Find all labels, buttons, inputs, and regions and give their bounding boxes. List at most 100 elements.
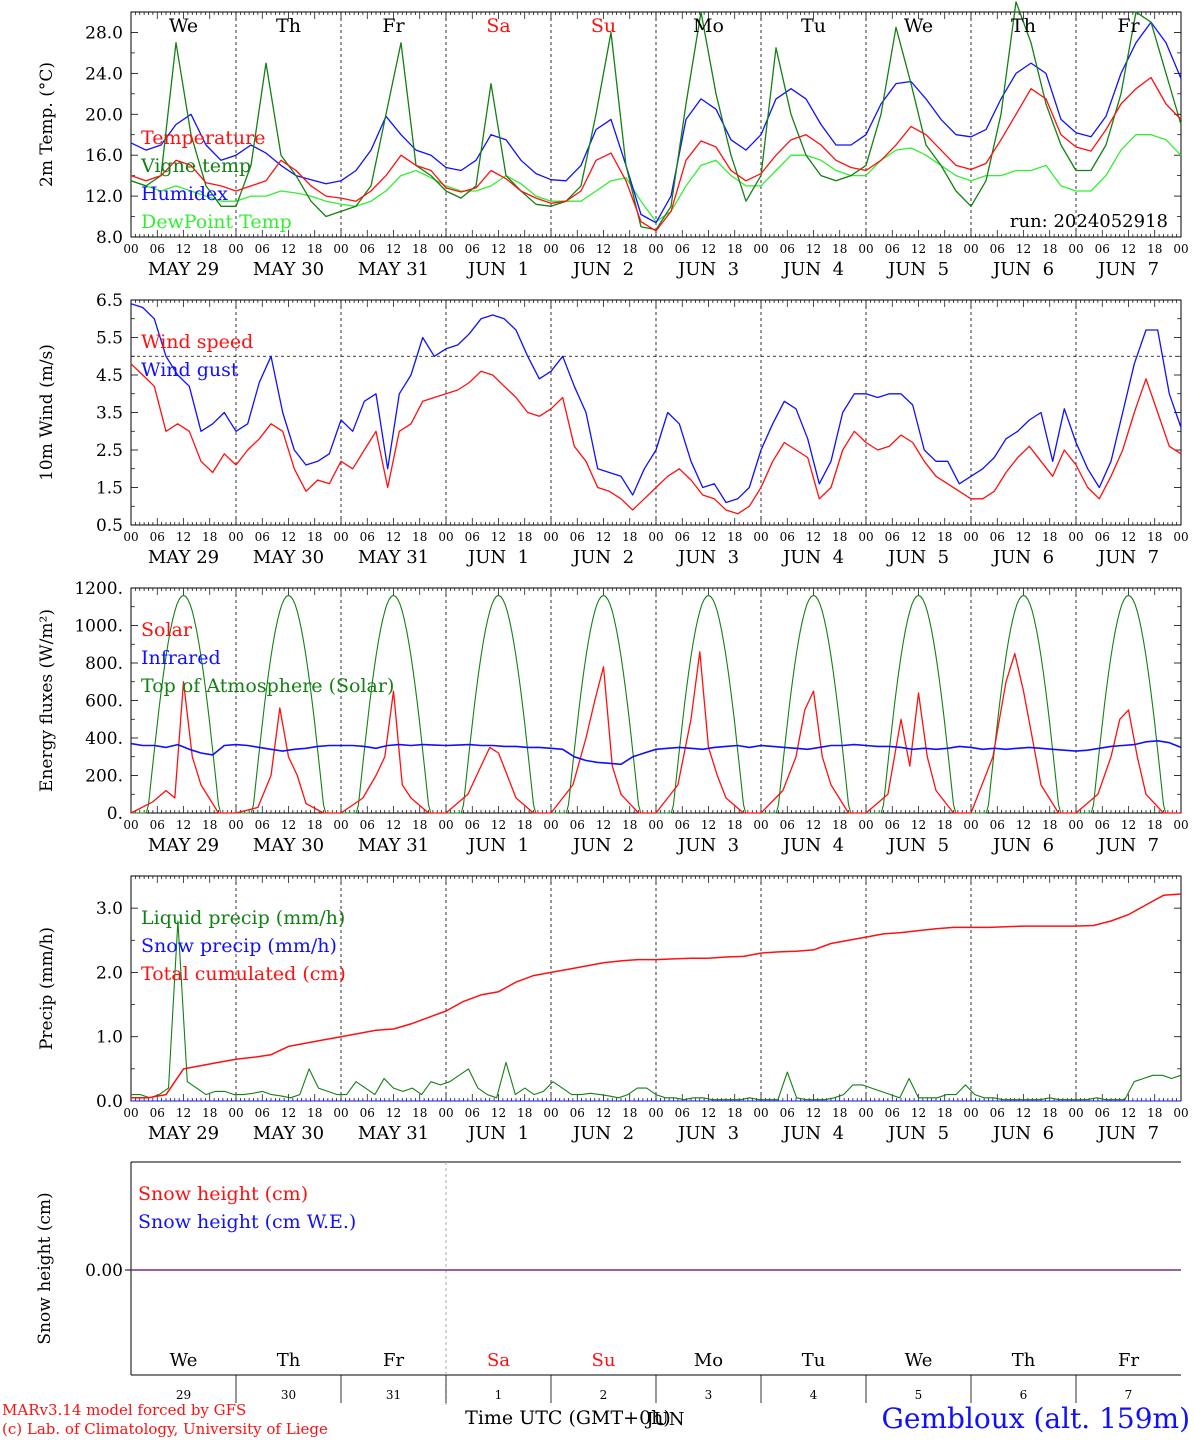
panel-1-hour-label: 12 [596,530,611,544]
panel-1-hour-label: 06 [675,530,690,544]
panel-1-date-label: JUN 2 [571,547,634,568]
panel-2-date-label: JUN 3 [676,835,739,856]
panel-3-legend-liquid-precip-mm-h-: Liquid precip (mm/h) [141,907,345,929]
panel-3-hour-label: 12 [911,1106,926,1120]
panel-2-hour-label: 00 [228,818,243,832]
panel-0-ytick-label: 8.0 [96,228,123,248]
series-solar [130,651,1181,814]
panel-0-date-label: JUN 3 [676,259,739,280]
panel-0-legend-humidex: Humidex [141,183,228,205]
panel-3-hour-label: 00 [333,1106,348,1120]
panel-1-ytick-label: 4.5 [96,366,123,386]
panel-2-legend-top-of-atmosphere-solar-: Top of Atmosphere (Solar) [141,675,394,697]
panel-1-ytick-label: 6.5 [96,291,123,311]
panel-0-date-label: JUN 5 [886,259,949,280]
panel-2-hour-label: 12 [386,818,401,832]
panel-2-hour-label: 00 [123,818,138,832]
panel-2-hour-label: 00 [753,818,768,832]
panel-1-hour-label: 06 [150,530,165,544]
panel-2-hour-label: 06 [885,818,900,832]
panel-1-hour-label: 12 [176,530,191,544]
panel-2-date-label: JUN 6 [991,835,1054,856]
panel-3-hour-label: 18 [832,1106,847,1120]
panel-4-weekday-label: We [905,1350,933,1371]
panel-0-hour-label: 18 [307,242,322,256]
panel-0-hour-label: 12 [1016,242,1031,256]
panel-2-hour-label: 18 [1042,818,1057,832]
panel-1-hour-label: 00 [228,530,243,544]
panel-3-hour-label: 00 [543,1106,558,1120]
panel-1-hour-label: 12 [386,530,401,544]
panel-0-date-label: MAY 31 [358,259,429,280]
panel-0-ytick-label: 16.0 [85,146,123,166]
panel-0-hour-label: 06 [1095,242,1110,256]
panel-2-hour-label: 18 [517,818,532,832]
panel-2-ytick-label: 600. [85,692,123,712]
panel-2-ylabel: Energy fluxes (W/m²) [37,609,57,792]
panel-0-hour-label: 00 [438,242,453,256]
panel-0-ytick-label: 24.0 [85,64,123,84]
panel-3-hour-label: 12 [596,1106,611,1120]
panel-2-hour-label: 12 [1016,818,1031,832]
panel-3-hour-label: 06 [780,1106,795,1120]
panel-4-weekday-label: Fr [1118,1350,1139,1371]
panel-2-hour-label: 00 [438,818,453,832]
panel-3-date-label: JUN 4 [781,1123,844,1144]
series-temperature [130,76,1182,232]
panel-4-ytick-label: 0.00 [85,1261,123,1281]
panel-0-hour-label: 18 [517,242,532,256]
panel-0-hour-label: 12 [491,242,506,256]
panel-3-hour-label: 06 [360,1106,375,1120]
panel-0-legend-vigne-temp: Vigne temp [140,155,251,177]
panel-1-hour-label: 00 [1173,530,1188,544]
panel-3-date-label: JUN 3 [676,1123,739,1144]
run-label: run: 2024052918 [1010,211,1168,232]
weekday-label: We [904,15,933,37]
panel-3-hour-label: 06 [150,1106,165,1120]
panel-2-hour-label: 06 [675,818,690,832]
panel-2-hour-label: 00 [333,818,348,832]
panel-0-hour-label: 00 [1173,242,1188,256]
panel-2-hour-label: 18 [937,818,952,832]
panel-1-hour-label: 18 [307,530,322,544]
panel-3-hour-label: 18 [1042,1106,1057,1120]
panel-0-hour-label: 06 [885,242,900,256]
panel-1-hour-label: 06 [570,530,585,544]
panel-1-hour-label: 18 [1042,530,1057,544]
panel-3-hour-label: 06 [990,1106,1005,1120]
panel-3-date-label: MAY 30 [253,1123,324,1144]
panel-1-ylabel: 10m Wind (m/s) [37,344,57,481]
panel-2-hour-label: 06 [570,818,585,832]
panel-2-date-label: JUN 2 [571,835,634,856]
panel-1-legend-wind-speed: Wind speed [141,331,253,353]
panel-3-hour-label: 18 [622,1106,637,1120]
panel-3-hour-label: 06 [1095,1106,1110,1120]
weekday-label: Fr [382,15,405,37]
panel-2-hour-label: 18 [832,818,847,832]
panel-3-hour-label: 18 [727,1106,742,1120]
panel-3-hour-label: 18 [412,1106,427,1120]
panel-3-hour-label: 12 [701,1106,716,1120]
panel-0-hour-label: 18 [832,242,847,256]
panel-0-ytick-label: 20.0 [85,105,123,125]
panel-1-hour-label: 06 [990,530,1005,544]
panel-2-hour-label: 12 [596,818,611,832]
panel-3-hour-label: 06 [885,1106,900,1120]
panel-1-hour-label: 00 [543,530,558,544]
panel-3-date-label: JUN 1 [466,1123,529,1144]
panel-1-hour-label: 00 [438,530,453,544]
panel-3-ylabel: Precip (mm/h) [37,927,57,1050]
panel-3-date-label: JUN 2 [571,1123,634,1144]
panel-2-hour-label: 12 [176,818,191,832]
panel-0-hour-label: 18 [937,242,952,256]
panel-0-hour-label: 00 [858,242,873,256]
panel-3-legend-total-cumulated-cm-: Total cumulated (cm) [141,963,346,985]
panel-1-hour-label: 00 [333,530,348,544]
panel-4-weekday-label: Th [277,1350,301,1371]
panel-1-ytick-label: 3.5 [96,404,123,424]
panel-4-weekday-label: Fr [383,1350,404,1371]
panel-2-hour-label: 18 [412,818,427,832]
panel-2-hour-label: 00 [543,818,558,832]
panel-1-hour-label: 12 [1016,530,1031,544]
